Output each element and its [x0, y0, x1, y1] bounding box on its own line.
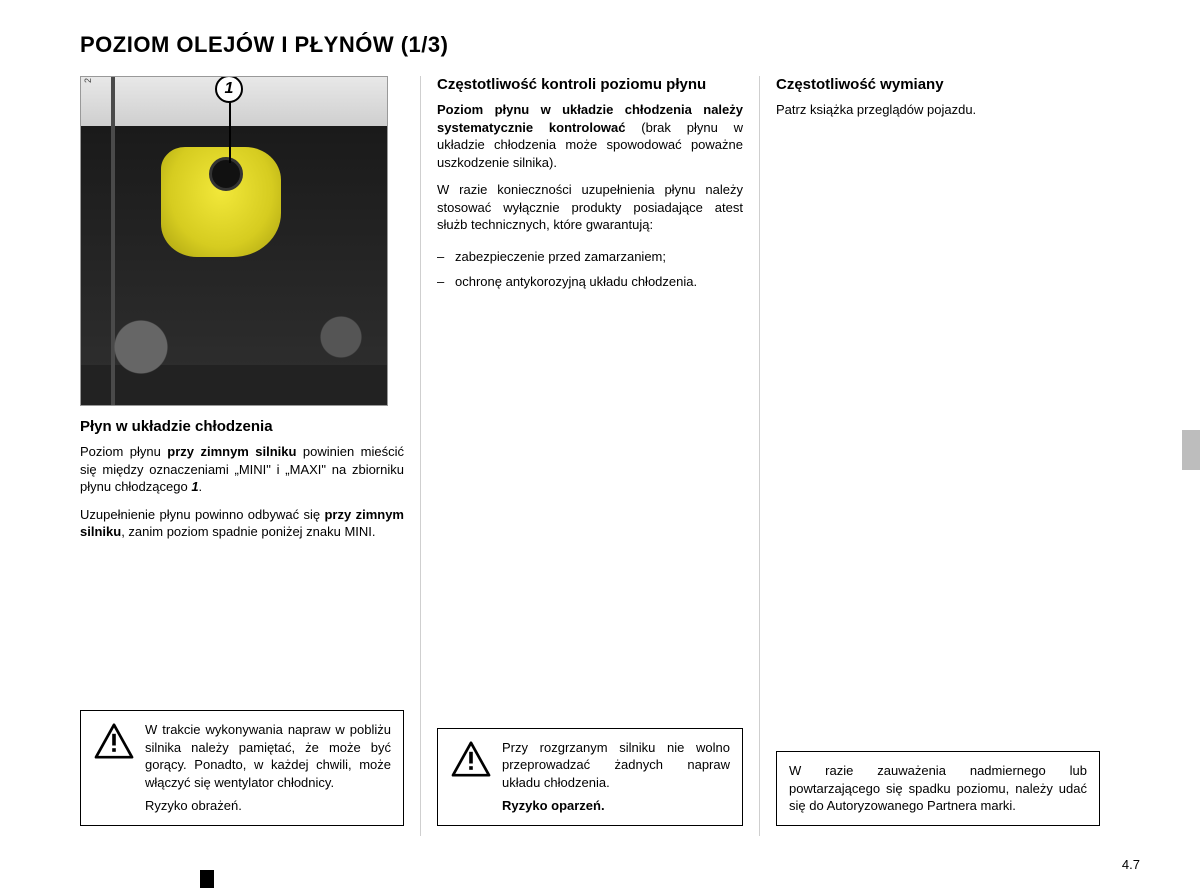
- coolant-subheading: Płyn w układzie chłodzenia: [80, 418, 404, 435]
- bullet-dash-icon: –: [437, 273, 455, 291]
- bullet-dash-icon: –: [437, 248, 455, 266]
- note-box-level-drop: W razie zauważenia nadmiernego lub powta…: [776, 751, 1100, 826]
- column-2: Częstotliwość kontroli poziomu płynu Poz…: [420, 76, 760, 836]
- warning-body: W trakcie wykonywania napraw w pobliżu s…: [145, 721, 391, 791]
- column-3: Częstotliwość wymiany Patrz książka prze…: [760, 76, 1100, 836]
- coolant-level-paragraph: Poziom płynu przy zimnym silniku powinie…: [80, 443, 404, 496]
- warning-body: Przy rozgrzanym silniku nie wolno przepr…: [502, 739, 730, 792]
- warning-risk: Ryzyko obrażeń.: [145, 797, 391, 815]
- warning-box-burns: Przy rozgrzanym silniku nie wolno przepr…: [437, 728, 743, 826]
- warning-risk: Ryzyko oparzeń.: [502, 797, 730, 815]
- column-1: 1 28443 Płyn w układzie chłodzenia Pozio…: [80, 76, 420, 836]
- bullet-text: ochronę antykorozyjną układu chłodzenia.: [455, 273, 743, 291]
- page-title: POZIOM OLEJÓW I PŁYNÓW (1/3): [80, 32, 1140, 58]
- systematic-check-paragraph: Poziom płynu w układzie chłodzenia należ…: [437, 101, 743, 171]
- coolant-cap: [209, 157, 243, 191]
- callout-badge-1: 1: [215, 76, 243, 103]
- callout-ref: 1: [191, 479, 198, 494]
- check-frequency-heading: Częstotliwość kontroli poziomu płynu: [437, 76, 743, 93]
- text-bold: przy zimnym silniku: [167, 444, 296, 459]
- text-run: Uzupełnienie płynu powinno odbywać się: [80, 507, 324, 522]
- warning-triangle-icon: [93, 721, 135, 759]
- page-thumb-tab: [1182, 430, 1200, 470]
- see-service-book: Patrz książka przeglądów pojazdu.: [776, 101, 1100, 119]
- product-bullets: – zabezpieczenie przed zamarzaniem; – oc…: [437, 248, 743, 299]
- engine-bay-photo: 1 28443: [80, 76, 388, 406]
- text-run: , zanim poziom spadnie poniżej znaku MIN…: [121, 524, 375, 539]
- bullet-text: zabezpieczenie przed zamarzaniem;: [455, 248, 743, 266]
- coolant-topup-paragraph: Uzupełnienie płynu powinno odbywać się p…: [80, 506, 404, 541]
- warning-triangle-icon: [450, 739, 492, 777]
- text-run: Poziom płynu: [80, 444, 167, 459]
- approved-products-paragraph: W razie konieczności uzupełnienia płynu …: [437, 181, 743, 234]
- page-number: 4.7: [1122, 857, 1140, 872]
- three-column-layout: 1 28443 Płyn w układzie chłodzenia Pozio…: [80, 76, 1140, 836]
- footer-crop-mark: [200, 870, 214, 888]
- photo-reference-code: 28443: [83, 76, 93, 83]
- replacement-frequency-heading: Częstotliwość wymiany: [776, 76, 1100, 93]
- bullet-item: – ochronę antykorozyjną układu chłodzeni…: [437, 273, 743, 291]
- bullet-item: – zabezpieczenie przed zamarzaniem;: [437, 248, 743, 266]
- text-run: .: [199, 479, 203, 494]
- warning-text: W trakcie wykonywania napraw w pobliżu s…: [145, 721, 391, 815]
- warning-box-engine-hot: W trakcie wykonywania napraw w pobliżu s…: [80, 710, 404, 826]
- warning-text: Przy rozgrzanym silniku nie wolno przepr…: [502, 739, 730, 815]
